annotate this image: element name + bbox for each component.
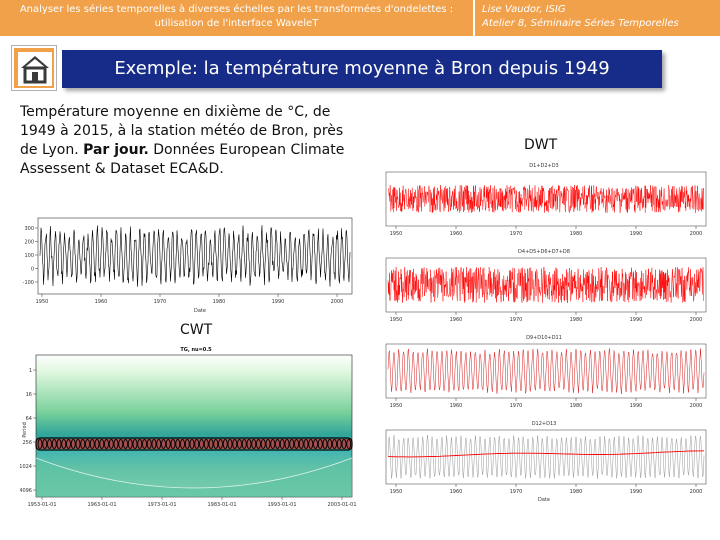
- cwt-xtick-label: 1983-01-01: [207, 502, 236, 508]
- home-button[interactable]: [12, 46, 56, 90]
- dwt-xtick-label: 1980: [570, 403, 583, 409]
- cwt-label: CWT: [180, 322, 213, 338]
- cwt-xtick-label: 1973-01-01: [147, 502, 176, 508]
- dwt-panel-title: D9+D10+D11: [526, 335, 562, 341]
- header-author-line1: Lise Vaudor, ISIG: [482, 4, 566, 15]
- dwt-xtick-label: 2000: [690, 231, 703, 237]
- header-author-line2: Atelier 8, Séminaire Séries Temporelles: [482, 18, 679, 29]
- significance-contour: [35, 437, 353, 451]
- cwt-ytick-label: 4096: [20, 488, 32, 494]
- dwt-panel-title: D1+D2+D3: [529, 163, 558, 169]
- cwt-scalogram: TG, nu=0.5 1 16 64 256 1024 4096 1953-01-01 19…: [20, 347, 357, 508]
- cwt-xtick-label: 1953-01-01: [27, 502, 56, 508]
- cwt-ytick-label: 16: [26, 392, 32, 398]
- cwt-plot: TG, nu=0.5 1 16 64 256 1024 4096 1953-01-01 19…: [20, 340, 360, 520]
- header-bar: Analyser les séries temporelles à divers…: [0, 0, 720, 36]
- dwt-xtick-label: 1970: [510, 403, 523, 409]
- dwt-xtick-label: 2000: [690, 489, 703, 495]
- dwt-xtick-label: 1990: [630, 317, 643, 323]
- description-part3: Données European Climate Assessent & Dat…: [20, 142, 345, 177]
- cwt-xtick-label: 2003-01-01: [327, 502, 356, 508]
- raw-xtick-label: 2000: [331, 299, 344, 305]
- dwt-panel: D9+D10+D11 1950 1960 1970 1980 1990 2000: [385, 335, 707, 409]
- raw-xtick-label: 1990: [272, 299, 285, 305]
- dwt-trend-line: [387, 450, 705, 458]
- dwt-xtick-label: 1990: [630, 489, 643, 495]
- raw-xtick-label: 1960: [95, 299, 108, 305]
- raw-xtick-label: 1950: [36, 299, 49, 305]
- cwt-xtick-label: 1993-01-01: [267, 502, 296, 508]
- dwt-panel-title: D4+D5+D6+D7+D8: [518, 249, 570, 255]
- dwt-xtick-label: 1950: [390, 317, 403, 323]
- dwt-panel-title: D12+D13: [532, 421, 557, 427]
- dwt-series-line: [387, 184, 704, 214]
- dwt-xtick-label: 1960: [450, 489, 463, 495]
- raw-ytick-label: 300: [24, 226, 34, 232]
- raw-ytick-label: 100: [24, 253, 34, 259]
- cwt-xtick-label: 1963-01-01: [87, 502, 116, 508]
- description-part2: Par jour.: [83, 142, 149, 158]
- dwt-panel: D4+D5+D6+D7+D8 1950 1960 1970 1980 1990 2000: [385, 249, 707, 323]
- dwt-xtick-label: 1950: [390, 403, 403, 409]
- cwt-title: TG, nu=0.5: [180, 347, 212, 353]
- dwt-panel: D1+D2+D3 1950 1960 1970 1980 1990 2000: [385, 163, 707, 237]
- header-author: Lise Vaudor, ISIG Atelier 8, Séminaire S…: [482, 0, 718, 36]
- dwt-series-line: [387, 266, 704, 304]
- dwt-xtick-label: 1990: [630, 403, 643, 409]
- dwt-label: DWT: [524, 137, 558, 153]
- cwt-ytick-label: 1: [29, 368, 32, 374]
- dwt-xtick-label: 1960: [450, 317, 463, 323]
- cwt-ylabel: Period: [22, 422, 28, 438]
- dwt-xtick-label: 1960: [450, 403, 463, 409]
- raw-series-line: [39, 225, 351, 287]
- raw-ytick-label: 200: [24, 240, 34, 246]
- dwt-xtick-label: 1980: [570, 317, 583, 323]
- dwt-xtick-label: 1980: [570, 489, 583, 495]
- dwt-plots: D1+D2+D3 1950 1960 1970 1980 1990 2000 D4+D5+D6…: [372, 160, 712, 520]
- dwt-xtick-label: 1950: [390, 489, 403, 495]
- dwt-xtick-label: 2000: [690, 317, 703, 323]
- cwt-ytick-label: 256: [22, 440, 32, 446]
- home-icon: [18, 52, 52, 86]
- dwt-xtick-label: 1970: [510, 317, 523, 323]
- dwt-xtick-label: 1970: [510, 489, 523, 495]
- dwt-panel: D12+D13 1950 1960 1970 1980 1990 2000 Date: [385, 421, 707, 503]
- dwt-xtick-label: 1950: [390, 231, 403, 237]
- dwt-xtick-label: 1970: [510, 231, 523, 237]
- raw-series-plot: 300 200 100 0 -100 1950 1960 1970 1980 1990 2000 …: [20, 214, 360, 314]
- cwt-ytick-label: 64: [26, 416, 32, 422]
- description-text: Température moyenne en dixième de °C, de…: [20, 103, 360, 179]
- slide-title: Exemple: la température moyenne à Bron d…: [62, 50, 662, 88]
- description-part1: Température moyenne en dixième de °C, de…: [20, 104, 344, 158]
- header-course-title-line2: utilisation de l'interface WaveleT: [154, 18, 319, 29]
- raw-ytick-label: 0: [31, 267, 34, 273]
- cwt-ytick-label: 1024: [20, 464, 32, 470]
- raw-xtick-label: 1970: [154, 299, 167, 305]
- dwt-xtick-label: 1990: [630, 231, 643, 237]
- dwt-series-line: [387, 348, 705, 394]
- header-course-title: Analyser les séries temporelles à divers…: [0, 0, 475, 36]
- raw-xlabel: Date: [194, 308, 206, 314]
- dwt-xlabel: Date: [538, 497, 550, 503]
- dwt-xtick-label: 2000: [690, 403, 703, 409]
- dwt-xtick-label: 1980: [570, 231, 583, 237]
- header-course-title-line1: Analyser les séries temporelles à divers…: [19, 4, 454, 15]
- raw-ytick-label: -100: [23, 280, 34, 286]
- dwt-xtick-label: 1960: [450, 231, 463, 237]
- dwt-series-line: [387, 434, 705, 479]
- raw-xtick-label: 1980: [213, 299, 226, 305]
